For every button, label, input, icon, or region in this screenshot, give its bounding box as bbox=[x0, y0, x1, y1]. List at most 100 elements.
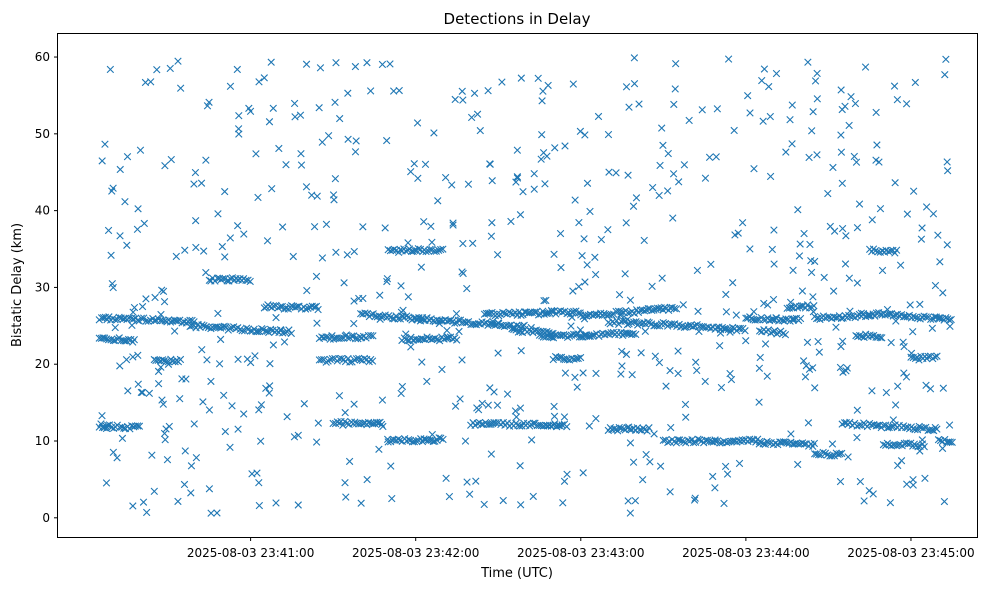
data-point bbox=[150, 487, 158, 495]
data-point bbox=[803, 338, 812, 347]
data-point bbox=[728, 279, 737, 287]
data-point bbox=[154, 315, 163, 323]
data-point bbox=[769, 295, 778, 304]
data-point bbox=[430, 129, 438, 137]
data-point bbox=[809, 293, 817, 301]
data-point bbox=[550, 412, 559, 421]
data-point bbox=[861, 63, 870, 71]
data-point bbox=[121, 198, 129, 206]
data-point bbox=[909, 476, 917, 484]
data-point bbox=[915, 356, 923, 364]
data-point bbox=[892, 317, 900, 325]
data-point bbox=[807, 256, 815, 265]
data-point bbox=[178, 375, 186, 383]
data-point bbox=[379, 422, 387, 431]
data-point bbox=[943, 241, 951, 249]
data-point bbox=[265, 389, 273, 397]
data-point bbox=[879, 421, 888, 430]
data-point bbox=[872, 108, 880, 117]
data-point bbox=[922, 203, 931, 211]
data-point bbox=[138, 388, 147, 397]
data-point bbox=[120, 424, 128, 432]
data-point bbox=[158, 396, 166, 404]
data-point bbox=[383, 275, 392, 283]
data-point bbox=[853, 406, 862, 414]
data-point bbox=[565, 332, 574, 340]
data-point bbox=[198, 321, 206, 329]
data-point bbox=[493, 251, 502, 259]
data-point bbox=[200, 321, 208, 330]
data-point bbox=[266, 359, 274, 368]
data-point bbox=[157, 310, 165, 319]
data-point bbox=[629, 330, 637, 338]
data-point bbox=[404, 239, 412, 247]
y-axis: 0 10 20 30 40 50 60 bbox=[35, 50, 58, 525]
data-point bbox=[911, 313, 920, 322]
data-point bbox=[107, 251, 115, 259]
data-point bbox=[872, 309, 881, 317]
x-tick-label: 2025-08-03 23:45:00 bbox=[847, 546, 974, 560]
data-point bbox=[615, 290, 624, 299]
data-point bbox=[537, 155, 545, 163]
data-point bbox=[111, 316, 119, 324]
data-point bbox=[412, 437, 421, 445]
data-point bbox=[167, 155, 175, 164]
data-point bbox=[592, 310, 601, 318]
data-point bbox=[883, 305, 892, 314]
data-point bbox=[730, 126, 738, 135]
data-point bbox=[252, 150, 260, 158]
data-point bbox=[351, 62, 360, 71]
data-point bbox=[582, 331, 590, 339]
data-point bbox=[558, 421, 566, 429]
data-point bbox=[159, 400, 167, 408]
data-point bbox=[837, 131, 845, 139]
data-point bbox=[768, 245, 776, 254]
data-point bbox=[851, 99, 860, 108]
data-point bbox=[240, 410, 248, 418]
data-point bbox=[561, 369, 570, 377]
data-point bbox=[122, 355, 131, 364]
data-point bbox=[133, 225, 142, 233]
data-point bbox=[445, 492, 454, 501]
data-point bbox=[695, 436, 704, 444]
data-point bbox=[342, 493, 350, 501]
data-point bbox=[423, 377, 431, 386]
data-point bbox=[263, 237, 272, 245]
data-point bbox=[671, 85, 679, 93]
data-point bbox=[451, 402, 460, 410]
data-point bbox=[656, 161, 664, 170]
data-point bbox=[772, 69, 781, 78]
data-point bbox=[820, 273, 828, 282]
data-point bbox=[449, 219, 457, 227]
data-point bbox=[722, 290, 730, 299]
data-point bbox=[511, 407, 520, 415]
data-point bbox=[285, 326, 293, 334]
data-point bbox=[891, 401, 900, 409]
data-point bbox=[560, 413, 569, 421]
data-point bbox=[581, 278, 589, 286]
data-point bbox=[137, 314, 146, 322]
data-point bbox=[342, 331, 351, 339]
data-point bbox=[176, 394, 184, 403]
data-point bbox=[282, 160, 290, 169]
data-point bbox=[902, 373, 911, 381]
data-point bbox=[109, 184, 117, 192]
data-point bbox=[281, 328, 289, 337]
data-point bbox=[922, 313, 930, 321]
data-point bbox=[207, 377, 215, 386]
data-point bbox=[853, 279, 862, 287]
data-point bbox=[914, 314, 922, 322]
data-point bbox=[658, 124, 666, 132]
data-point bbox=[197, 179, 206, 187]
data-point bbox=[716, 329, 725, 337]
data-point bbox=[501, 309, 509, 318]
data-point bbox=[680, 438, 688, 446]
data-point bbox=[786, 298, 795, 306]
data-point bbox=[689, 323, 697, 331]
data-point bbox=[563, 355, 572, 364]
data-point bbox=[384, 438, 392, 446]
data-point bbox=[938, 444, 947, 453]
data-point bbox=[174, 57, 182, 65]
data-point bbox=[682, 323, 690, 331]
data-point bbox=[244, 276, 252, 284]
